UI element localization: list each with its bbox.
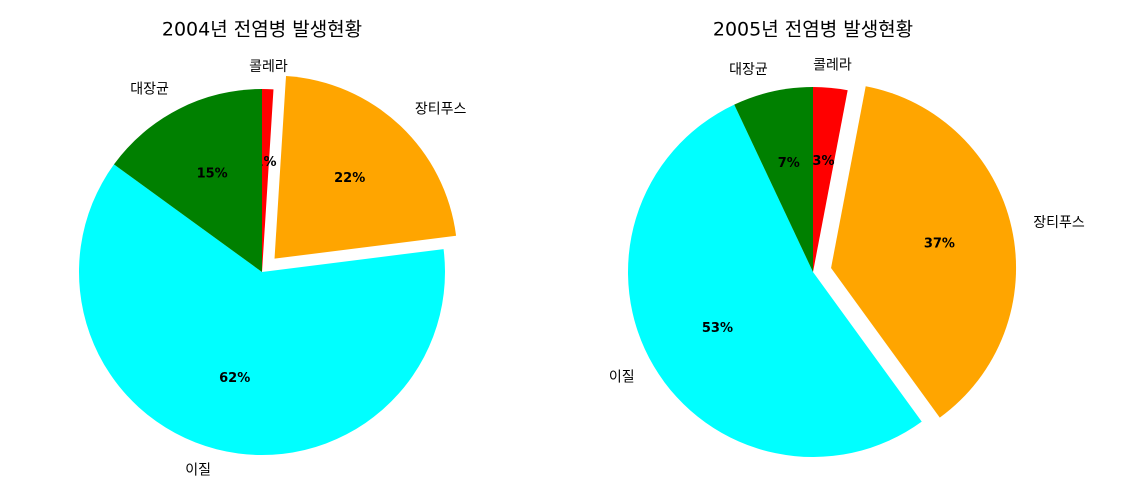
value-label: 37% [924,236,955,251]
pie-slice [274,76,457,259]
pie-slice [734,87,813,272]
pie-slice [113,89,262,272]
value-label: 53% [702,321,733,336]
pie-slice [831,86,1017,418]
chart-title: 2005년 전염병 발생현황 [713,19,913,41]
slice-label: 장티푸스 [415,101,467,117]
pie-slice [262,89,274,272]
slice-label: 대장균 [729,62,768,78]
pie-slice [628,104,922,457]
value-label: 62% [219,371,250,386]
slice-label: 콜레라 [249,59,288,75]
value-label: 3% [812,154,834,169]
slice-label: 이질 [609,369,635,385]
pie-slice [813,87,848,272]
value-label: 15% [197,167,228,182]
slice-label: 콜레라 [813,58,852,74]
value-label: 22% [334,171,365,186]
pie-slice [78,164,445,456]
chart-title: 2004년 전염병 발생현황 [162,19,362,41]
slice-label: 대장균 [130,81,169,97]
slice-label: 이질 [185,463,211,479]
value-label: 7% [778,156,800,171]
slice-label: 장티푸스 [1033,215,1085,231]
